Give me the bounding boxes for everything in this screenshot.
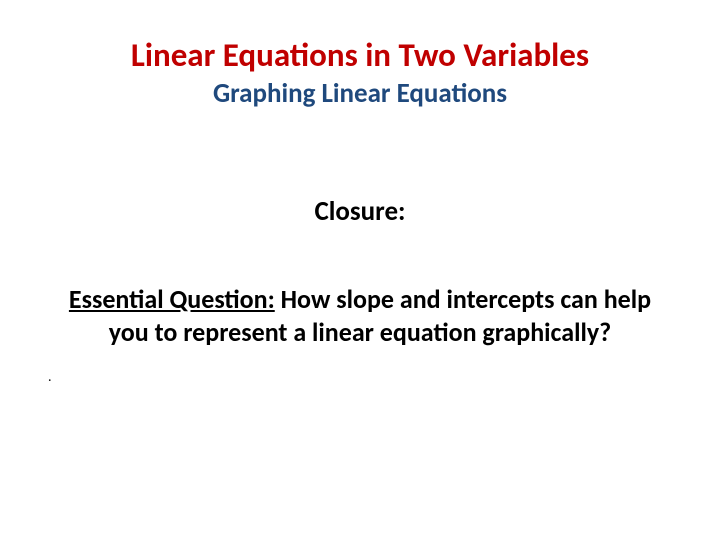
essential-question: Essential Question: How slope and interc… [60,283,660,348]
subtitle: Graphing Linear Equations [40,77,680,110]
trailing-period: . [48,368,680,385]
closure-heading: Closure: [40,195,680,228]
essential-question-label: Essential Question: [69,283,275,315]
main-title: Linear Equations in Two Variables [80,35,640,75]
slide-container: Linear Equations in Two Variables Graphi… [0,0,720,540]
